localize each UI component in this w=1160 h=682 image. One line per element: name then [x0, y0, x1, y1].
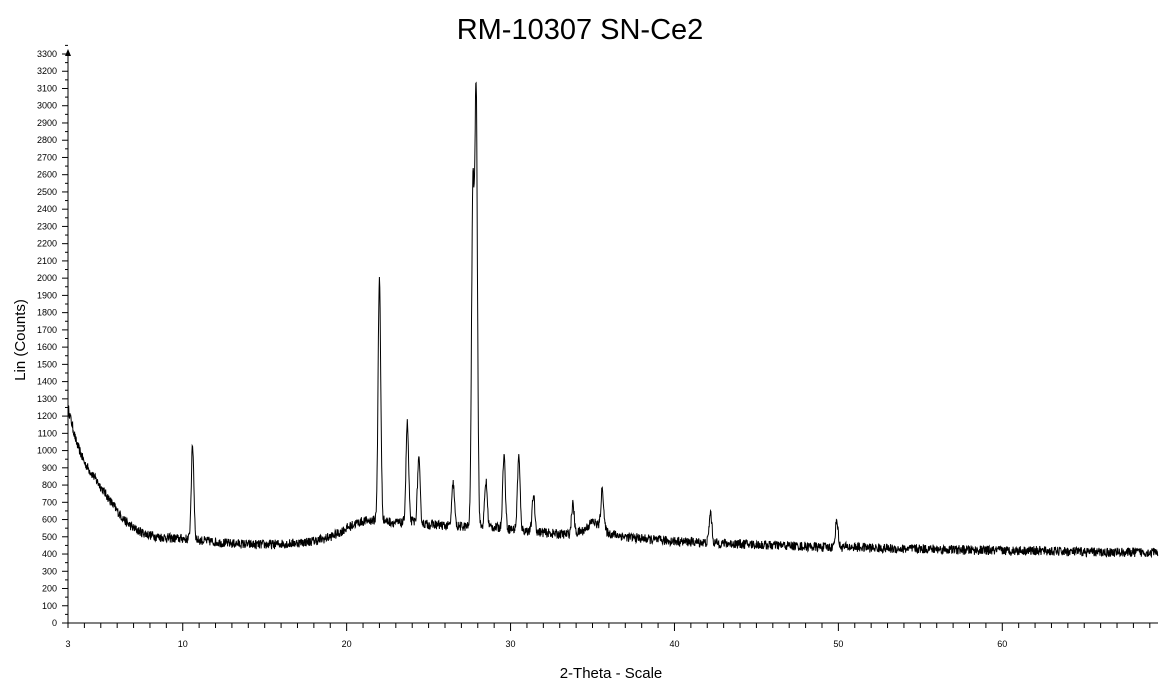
y-tick-label: 2800 — [37, 135, 57, 145]
y-tick-label: 2600 — [37, 170, 57, 180]
x-tick-label: 3 — [65, 639, 70, 649]
x-tick-label: 30 — [506, 639, 516, 649]
chart-title: RM-10307 SN-Ce2 — [456, 14, 704, 46]
y-tick-label: 2400 — [37, 204, 57, 214]
x-tick-label: 40 — [669, 639, 679, 649]
y-tick-label: 900 — [42, 463, 57, 473]
y-tick-label: 700 — [42, 497, 57, 507]
x-tick-label: 50 — [833, 639, 843, 649]
y-tick-label: 2300 — [37, 221, 57, 231]
y-tick-label: 1500 — [37, 359, 57, 369]
y-tick-label: 1700 — [37, 325, 57, 335]
y-tick-label: 1200 — [37, 411, 57, 421]
x-axis: 3 10 20 30 40 50 60 — [65, 622, 1158, 649]
y-tick-label: 2100 — [37, 256, 57, 266]
x-tick-label: 60 — [997, 639, 1007, 649]
y-tick-label: 1800 — [37, 308, 57, 318]
y-tick-label: 2000 — [37, 273, 57, 283]
x-tick-label: 10 — [178, 639, 188, 649]
y-axis-arrow — [65, 49, 71, 56]
y-tick-label: 3200 — [37, 66, 57, 76]
y-axis: 0 100 200 300 400 500 600 700 800 900 1000 1100 1200… — [37, 44, 71, 628]
y-tick-label: 1300 — [37, 394, 57, 404]
y-tick-label: 1100 — [38, 428, 57, 438]
y-tick-label: 200 — [42, 584, 57, 594]
y-tick-label: 1900 — [37, 290, 57, 300]
y-tick-label: 600 — [42, 515, 57, 525]
y-tick-label: 2200 — [37, 239, 57, 249]
y-tick-label: 3300 — [37, 49, 57, 59]
y-tick-label: 1000 — [37, 446, 57, 456]
x-axis-label: 2-Theta - Scale — [560, 665, 663, 682]
y-tick-label: 100 — [42, 601, 57, 611]
y-tick-label: 2900 — [37, 118, 57, 128]
y-tick-label: 2500 — [37, 187, 57, 197]
y-axis-label: Lin (Counts) — [12, 299, 29, 381]
y-tick-label: 3000 — [37, 101, 57, 111]
diffraction-pattern-line — [67, 81, 1159, 559]
y-tick-label: 1600 — [37, 342, 57, 352]
y-tick-label: 0 — [52, 618, 57, 628]
y-tick-label: 2700 — [37, 152, 57, 162]
y-tick-label: 1400 — [37, 377, 57, 387]
y-tick-label: 300 — [42, 566, 57, 576]
y-tick-label: 400 — [42, 549, 57, 559]
y-tick-label: 3100 — [37, 83, 57, 93]
y-tick-label: 500 — [42, 532, 57, 542]
x-tick-label: 20 — [342, 639, 352, 649]
y-tick-label: 800 — [42, 480, 57, 490]
